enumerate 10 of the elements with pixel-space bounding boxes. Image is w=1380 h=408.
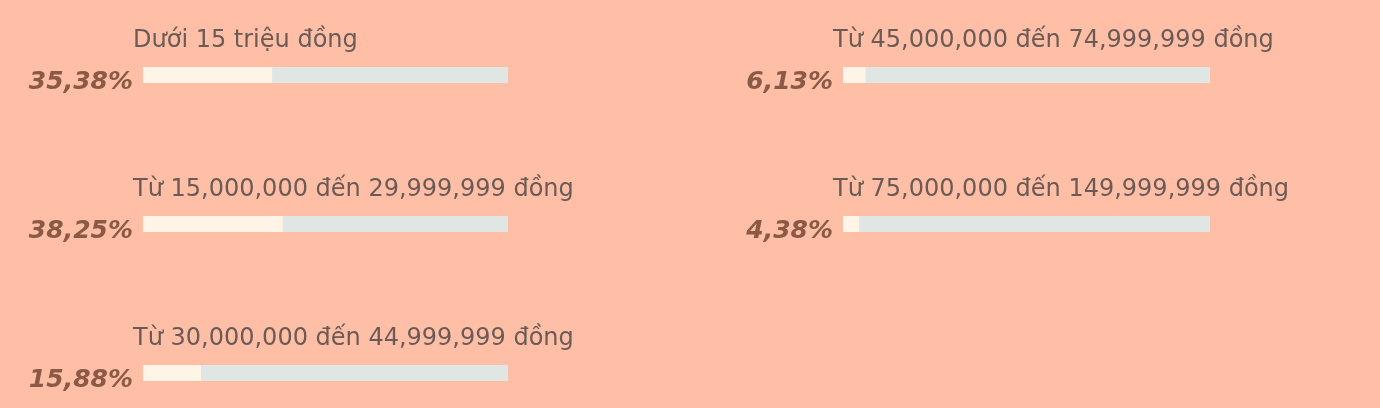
category-label: Từ 15,000,000 đến 29,999,999 đồng [133,174,574,202]
category-label: Từ 45,000,000 đến 74,999,999 đồng [833,25,1274,53]
data-label: 6,13% [746,66,833,95]
data-label: 38,25% [28,215,133,244]
data-label: 35,38% [28,66,133,95]
category-label: Từ 30,000,000 đến 44,999,999 đồng [133,323,574,351]
category-label: Dưới 15 triệu đồng [133,25,358,53]
data-label: 4,38% [745,215,833,244]
data-label: 15,88% [28,364,133,393]
category-label: Từ 75,000,000 đến 149,999,999 đồng [833,174,1290,202]
